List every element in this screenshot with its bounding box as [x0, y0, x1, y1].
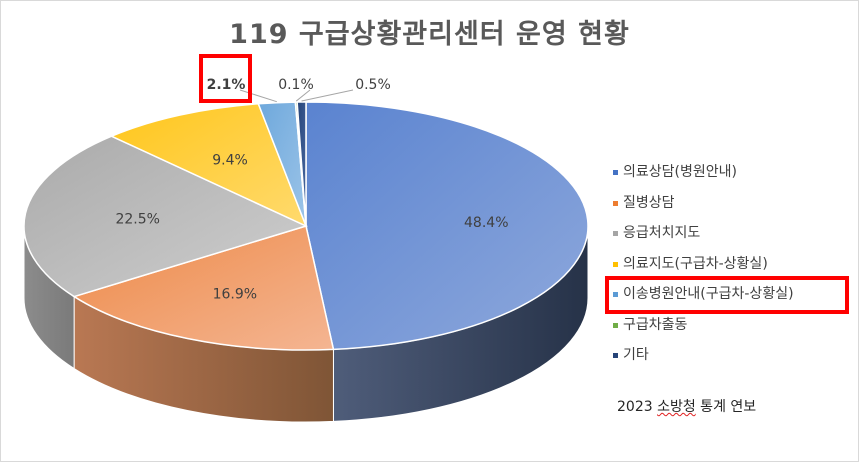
data-label-4: 2.1% [207, 77, 246, 93]
legend-label: 구급차출동 [623, 316, 688, 333]
highlight-box-label [199, 54, 252, 103]
legend-swatch [613, 261, 618, 267]
source-note: 2023 소방청 통계 연보 [617, 396, 756, 416]
leader-line-5 [295, 89, 311, 102]
source-prefix: 2023 [617, 399, 658, 415]
pie-leader-lines [239, 89, 354, 103]
legend-swatch [613, 231, 618, 236]
chart-title: 119 구급상황관리센터 운영 현황 [229, 19, 630, 50]
legend-swatch [613, 353, 618, 358]
legend-item: 구급차출동 [601, 310, 851, 341]
data-label-1: 16.9% [213, 287, 257, 303]
pie-slices [23, 101, 589, 351]
legend-label: 질병상담 [623, 194, 675, 211]
legend-swatch [613, 170, 618, 175]
leader-line-6 [301, 89, 354, 102]
legend-label: 의료상담(병원안내) [623, 164, 737, 180]
pie-slice-1 [72, 225, 335, 351]
legend-swatch [613, 200, 618, 206]
legend-item: 의료지도(구급차-상황실) [601, 249, 851, 280]
source-suffix: 통계 연보 [695, 399, 757, 415]
legend-item: 질병상담 [601, 188, 851, 219]
leader-line-4 [239, 89, 277, 103]
data-label-3: 9.4% [212, 153, 248, 169]
legend-label: 기타 [623, 347, 649, 363]
data-label-6: 0.5% [355, 77, 391, 93]
data-label-2: 22.5% [115, 211, 159, 227]
legend-label: 의료지도(구급차-상황실) [623, 255, 768, 272]
legend-item: 의료상담(병원안내) [601, 157, 851, 188]
pie-slice-2 [23, 135, 309, 298]
pie-slice-6 [296, 101, 307, 227]
pie-slice-3 [109, 102, 308, 228]
source-underlined: 소방청 [657, 399, 696, 415]
pie-data-labels: 48.4% 16.9% 22.5% 9.4% 2.1% 0.1% 0.5% [115, 77, 508, 303]
legend-swatch [613, 322, 618, 328]
legend-label: 이송병원안내(구급차-상황실) [623, 286, 794, 302]
legend-item: 응급처치지도 [601, 218, 851, 249]
data-label-5: 0.1% [278, 77, 314, 93]
legend-label: 응급처치지도 [623, 225, 701, 241]
legend-swatch [613, 292, 618, 297]
pie-slice-0 [305, 101, 589, 351]
legend-item: 이송병원안내(구급차-상황실) [601, 279, 851, 310]
data-label-0: 48.4% [464, 215, 508, 231]
highlight-box-legend [605, 276, 849, 314]
legend-item: 기타 [601, 340, 851, 371]
